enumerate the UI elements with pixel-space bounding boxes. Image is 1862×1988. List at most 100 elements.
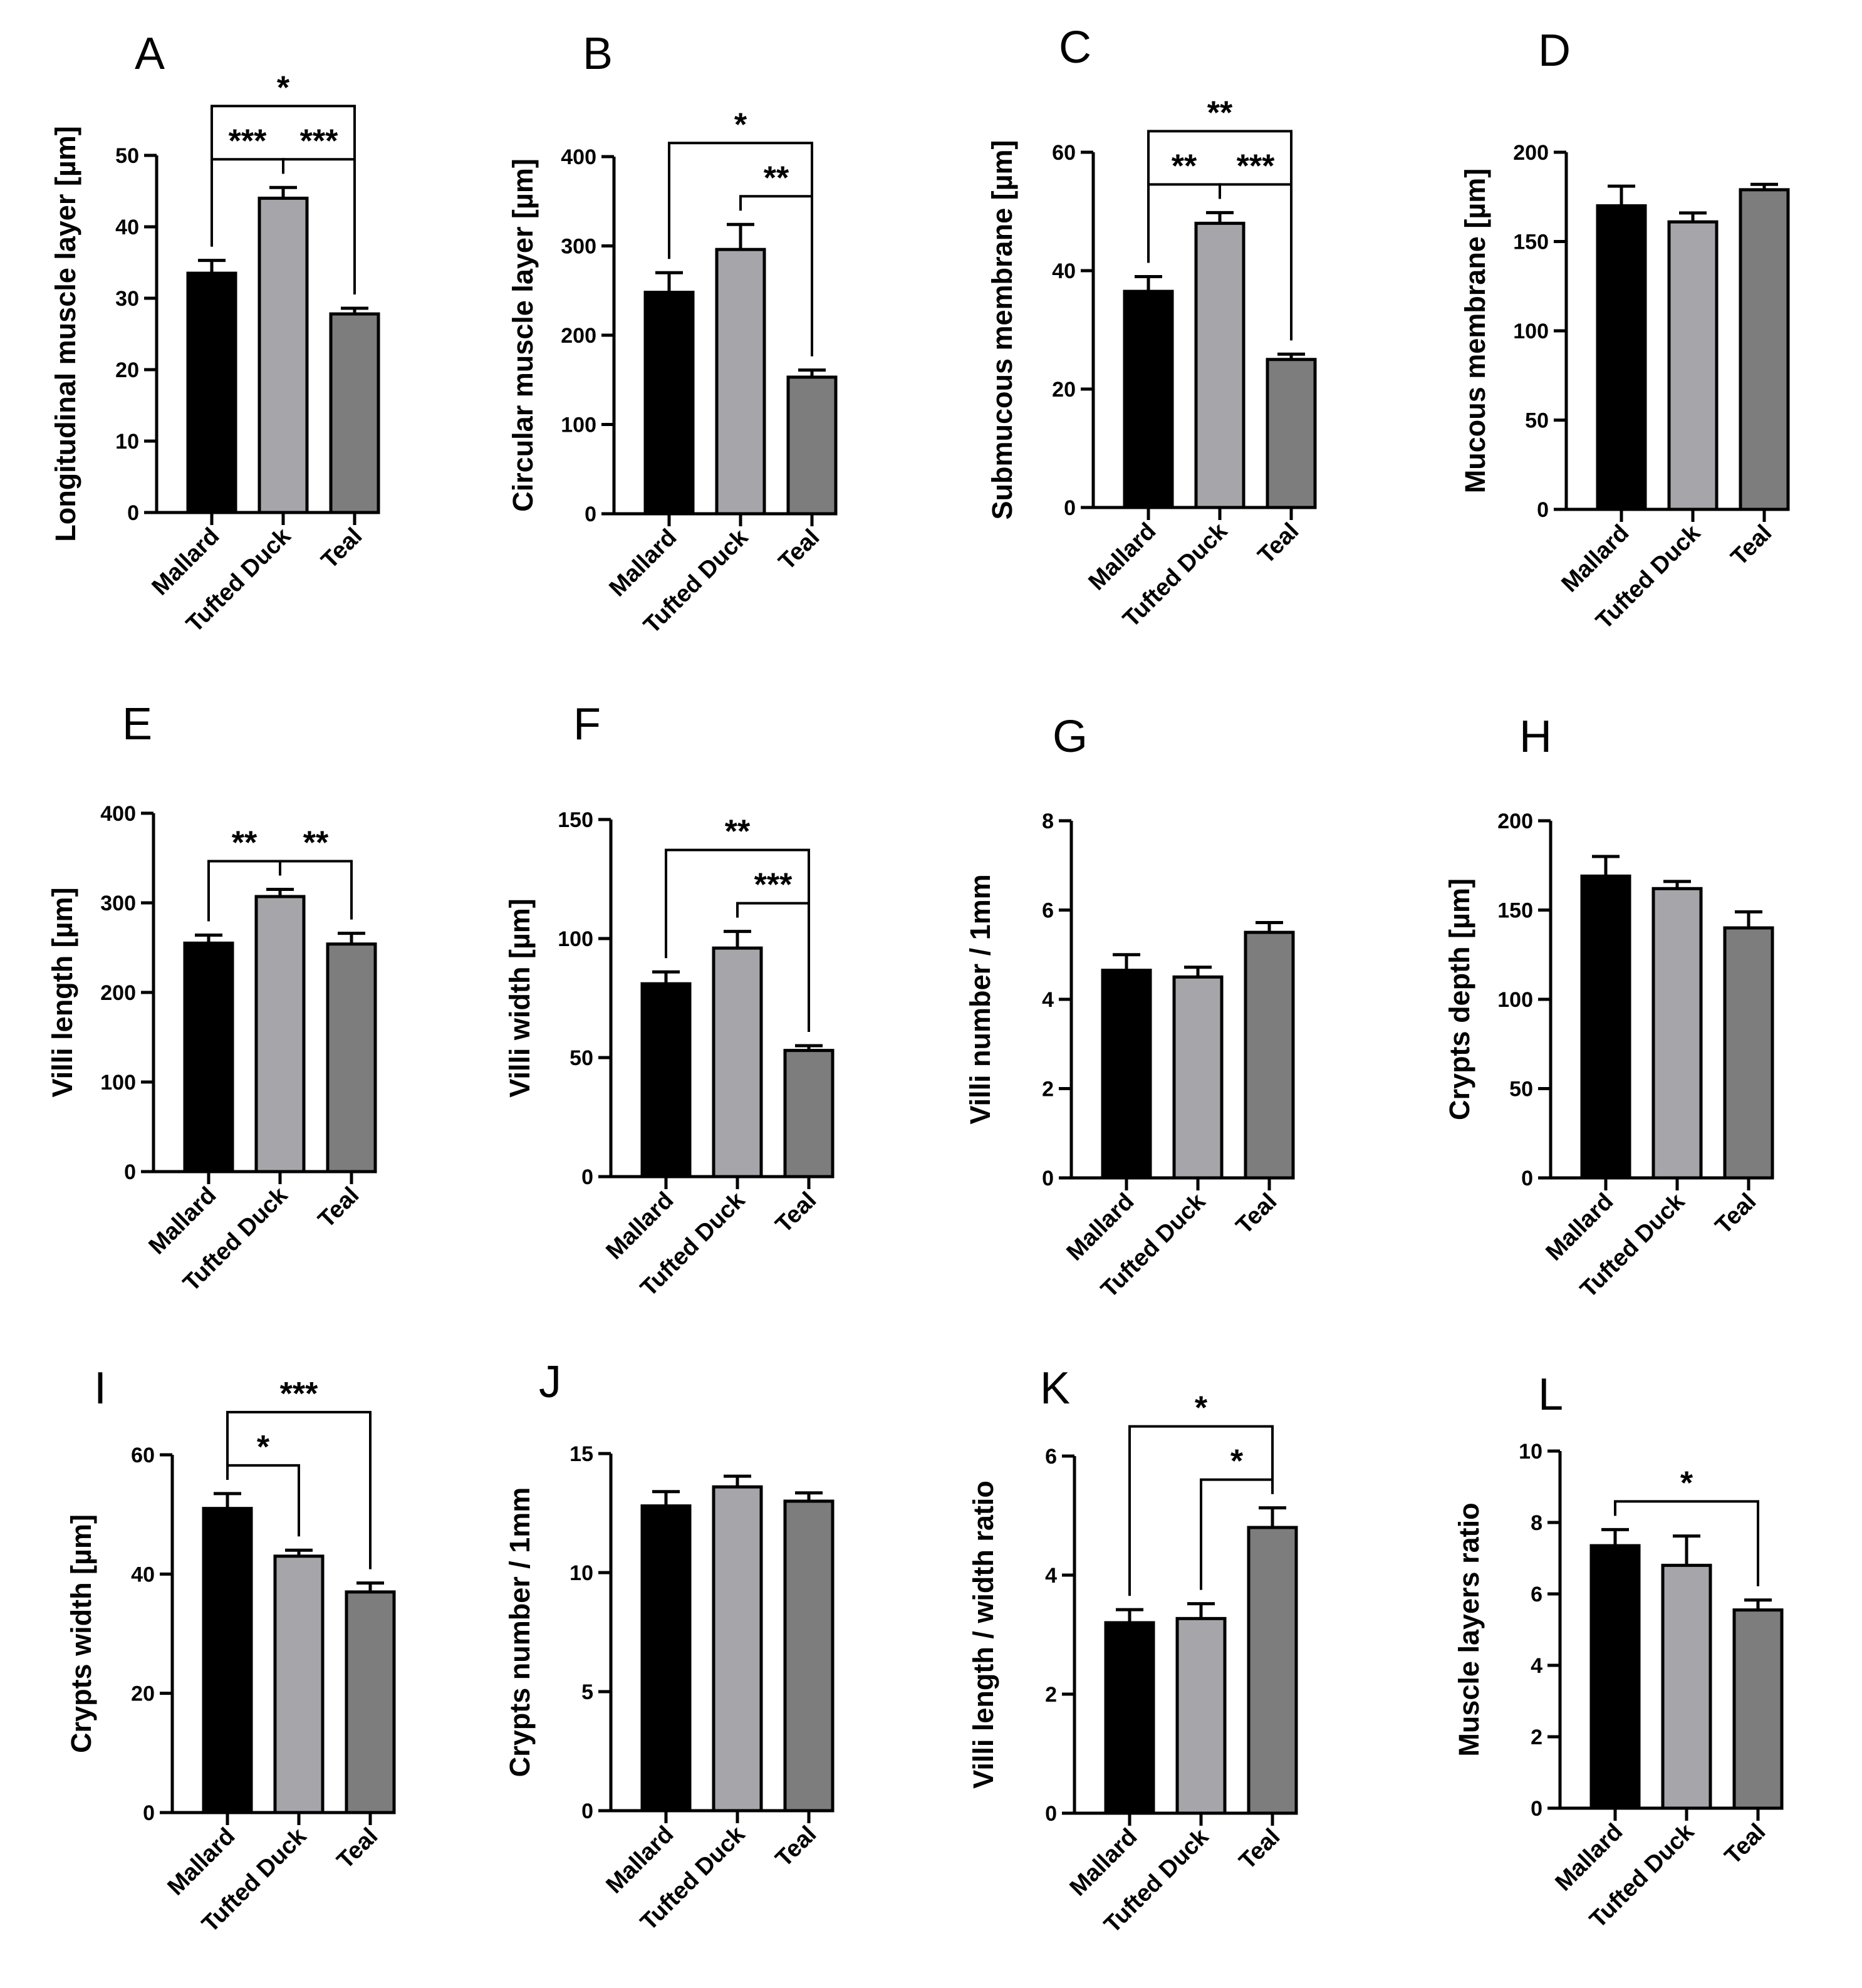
y-axis-label: Villi width [µm] — [504, 898, 536, 1098]
bar — [1589, 1544, 1641, 1810]
y-tick-label: 100 — [1497, 988, 1533, 1012]
y-tick-label: 0 — [1064, 496, 1076, 520]
y-tick-label: 0 — [143, 1801, 155, 1825]
bar — [329, 312, 380, 514]
bar — [783, 1049, 835, 1179]
bar — [643, 291, 695, 516]
bar — [1104, 1621, 1155, 1815]
y-tick-label: 150 — [558, 808, 593, 832]
y-tick-label: 150 — [1497, 899, 1533, 923]
y-tick-label: 30 — [115, 287, 139, 311]
panel-letter: B — [583, 29, 613, 79]
bar — [1194, 221, 1246, 509]
y-tick-label: 200 — [1513, 141, 1549, 165]
y-axis-label: Submucous membrane [µm] — [986, 140, 1018, 519]
y-tick-label: 400 — [561, 145, 596, 169]
category-label: Teal — [771, 1821, 821, 1872]
bar — [712, 946, 763, 1179]
y-tick-label: 0 — [581, 1165, 593, 1189]
bar — [254, 895, 306, 1174]
y-tick-label: 0 — [585, 502, 596, 526]
significance-label: * — [734, 107, 747, 143]
bar — [1739, 188, 1790, 511]
y-tick-label: 6 — [1531, 1583, 1542, 1606]
y-tick-label: 100 — [1513, 320, 1549, 343]
y-tick-label: 2 — [1042, 1078, 1054, 1101]
significance-label: ** — [1172, 148, 1197, 184]
panel-a: A 0 10 20 30 40 50 Longitudinal muscle layer [µ… — [49, 29, 380, 638]
y-axis-label: Villi length [µm] — [46, 887, 78, 1097]
bar — [1661, 1563, 1712, 1810]
y-tick-label: 0 — [1045, 1802, 1057, 1826]
bar — [1580, 874, 1631, 1180]
y-tick-label: 50 — [115, 144, 139, 168]
panel-letter: I — [94, 1363, 107, 1413]
y-tick-label: 0 — [1521, 1167, 1533, 1190]
bar — [783, 1499, 835, 1813]
y-tick-label: 100 — [558, 927, 593, 951]
y-tick-label: 0 — [581, 1799, 593, 1823]
significance-bracket — [1147, 130, 1292, 341]
y-tick-label: 0 — [1537, 498, 1549, 522]
panel-letter: A — [135, 29, 165, 79]
bar — [1175, 1616, 1227, 1815]
panel-letter: H — [1519, 712, 1552, 762]
panel-letter: L — [1538, 1370, 1563, 1420]
y-tick-label: 20 — [115, 358, 139, 382]
significance-label: *** — [280, 1376, 318, 1412]
bar — [326, 942, 377, 1174]
y-tick-label: 20 — [1052, 378, 1076, 402]
bar — [640, 1504, 692, 1813]
bar — [186, 271, 237, 514]
y-tick-label: 200 — [100, 981, 136, 1005]
y-tick-label: 50 — [570, 1046, 593, 1070]
significance-bracket — [1128, 1425, 1274, 1596]
bar — [183, 941, 234, 1174]
panel-letter: G — [1053, 712, 1088, 762]
bar — [786, 375, 838, 516]
y-axis-label: Muscle layers ratio — [1453, 1502, 1485, 1756]
significance-label: * — [1680, 1465, 1693, 1501]
significance-label: *** — [1237, 148, 1275, 184]
category-label: Teal — [774, 524, 824, 575]
bar — [640, 982, 692, 1179]
panel-letter: C — [1059, 23, 1091, 73]
significance-bracket — [279, 860, 353, 920]
significance-label: * — [277, 70, 290, 106]
y-axis-label: Villi number / 1mm — [964, 874, 996, 1124]
bar — [1667, 220, 1719, 511]
significance-label: * — [1195, 1390, 1208, 1427]
significance-label: *** — [229, 123, 267, 159]
y-tick-label: 300 — [100, 892, 136, 915]
panel-letter: E — [122, 699, 152, 749]
y-axis-label: Longitudinal muscle layer [µm] — [49, 126, 81, 542]
bar — [257, 196, 309, 514]
significance-bracket — [226, 1410, 372, 1569]
y-axis-label: Crypts depth [µm] — [1443, 878, 1475, 1120]
y-axis-label: Mucous membrane [µm] — [1459, 169, 1491, 494]
y-tick-label: 50 — [1509, 1078, 1533, 1101]
y-tick-label: 40 — [131, 1563, 155, 1586]
panel-letter: D — [1538, 26, 1571, 76]
bar — [1247, 1526, 1298, 1815]
y-tick-label: 400 — [100, 802, 136, 826]
y-tick-label: 8 — [1531, 1511, 1542, 1535]
y-tick-label: 10 — [1519, 1440, 1542, 1464]
bar — [1723, 926, 1774, 1180]
category-label: Teal — [771, 1187, 821, 1238]
significance-bracket — [668, 142, 813, 356]
y-tick-label: 100 — [561, 414, 596, 437]
y-tick-label: 0 — [127, 501, 139, 525]
category-label: Teal — [313, 1182, 364, 1233]
category-label: Teal — [1234, 1824, 1285, 1875]
y-axis-label: Circular muscle layer [µm] — [507, 159, 539, 512]
y-tick-label: 2 — [1531, 1725, 1542, 1749]
y-tick-label: 40 — [115, 216, 139, 239]
significance-label: ** — [232, 825, 257, 861]
y-tick-label: 0 — [124, 1160, 136, 1184]
significance-label: * — [257, 1429, 270, 1465]
y-tick-label: 60 — [131, 1444, 155, 1467]
y-tick-label: 0 — [1531, 1797, 1542, 1821]
